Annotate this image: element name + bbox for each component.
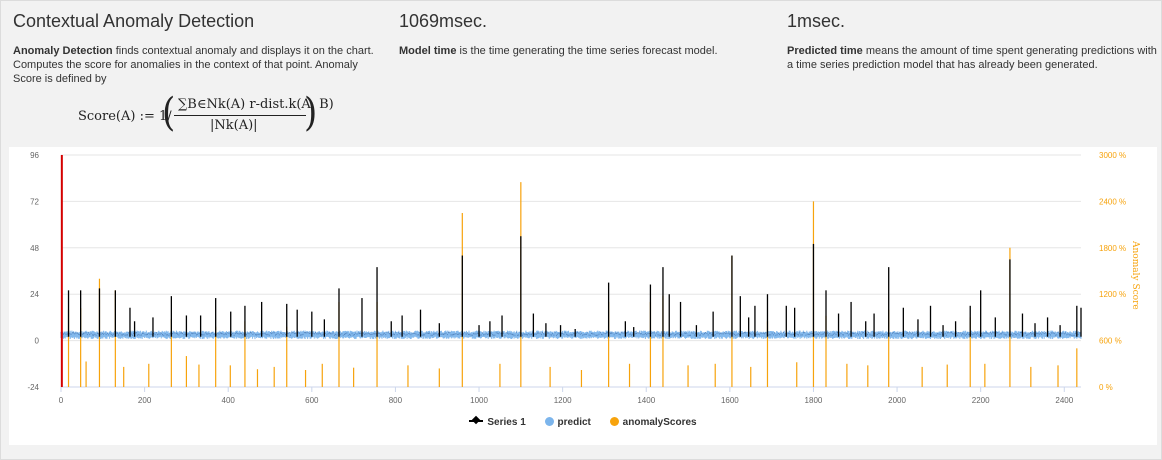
x-tick-label: 1800 xyxy=(805,396,823,405)
model-time-description: Model time is the time generating the ti… xyxy=(399,44,769,58)
formula-numerator: ∑B∈Nk(A) r-dist.k(A, B) xyxy=(178,97,334,112)
x-tick-label: 1400 xyxy=(637,396,655,405)
predict-swatch-icon xyxy=(544,417,554,426)
series1-swatch-icon xyxy=(469,420,484,422)
x-tick-label: 0 xyxy=(59,396,64,405)
legend-anomaly-label: anomalyScores xyxy=(622,417,697,428)
predicted-time-bold: Predicted time xyxy=(787,45,863,57)
x-tick-label: 1000 xyxy=(470,396,488,405)
x-tick-label: 400 xyxy=(222,396,236,405)
chart-legend: Series 1 predict anomalyScores xyxy=(9,417,1157,428)
anomaly-description: Anomaly Detection finds contextual anoma… xyxy=(13,44,383,86)
page-title: Contextual Anomaly Detection xyxy=(13,11,255,31)
anomaly-chart[interactable]: 96 72 48 24 0 -24 3000 % 2400 % 1800 % 1200 % 600 … xyxy=(9,147,1157,445)
x-tick-label: 1200 xyxy=(554,396,572,405)
y-right-tick-label: 1200 % xyxy=(1099,290,1126,299)
formula-close-paren: ) xyxy=(304,90,318,136)
score-formula: Score(A) := 1/ ( ∑B∈Nk(A) r-dist.k(A, B)… xyxy=(78,90,338,137)
x-tick-label: 1600 xyxy=(721,396,739,405)
legend-predict[interactable]: predict xyxy=(544,417,591,428)
formula-fraction-bar xyxy=(174,115,306,116)
legend-series1-label: Series 1 xyxy=(487,417,526,428)
y-left-tick-label: 96 xyxy=(30,151,39,160)
legend-series1[interactable]: Series 1 xyxy=(469,417,526,428)
y-right-tick-label: 0 % xyxy=(1099,383,1113,392)
formula-open-paren: ( xyxy=(162,90,176,136)
x-tick-label: 2400 xyxy=(1055,396,1073,405)
y-right-axis-label: Anomaly Score xyxy=(1130,240,1140,310)
y-right-tick-label: 3000 % xyxy=(1099,151,1126,160)
predicted-time-text: means the amount of time spent generatin… xyxy=(787,45,1157,71)
x-tick-label: 200 xyxy=(138,396,152,405)
model-time-column: 1069msec. Model time is the time generat… xyxy=(399,11,769,58)
model-time-bold: Model time xyxy=(399,45,457,57)
x-tick-label: 800 xyxy=(389,396,403,405)
y-right-tick-label: 1800 % xyxy=(1099,244,1126,253)
anomaly-description-text: finds contextual anomaly and displays it… xyxy=(13,45,374,85)
x-tick-label: 600 xyxy=(305,396,319,405)
anomaly-swatch-icon xyxy=(609,417,619,426)
anomaly-description-bold: Anomaly Detection xyxy=(13,45,113,57)
model-time-value: 1069msec. xyxy=(399,11,488,31)
formula-denominator: |Nk(A)| xyxy=(210,118,258,133)
y-right-tick-label: 2400 % xyxy=(1099,197,1126,206)
legend-predict-label: predict xyxy=(557,417,591,428)
predicted-time-column: 1msec. Predicted time means the amount o… xyxy=(787,11,1157,72)
y-left-tick-label: 24 xyxy=(30,290,39,299)
legend-anomaly[interactable]: anomalyScores xyxy=(609,417,697,428)
anomaly-detection-column: Contextual Anomaly Detection Anomaly Det… xyxy=(13,11,383,86)
x-tick-label: 2000 xyxy=(888,396,906,405)
chart-container: 96 72 48 24 0 -24 3000 % 2400 % 1800 % 1200 % 600 … xyxy=(9,147,1157,445)
y-right-tick-label: 600 % xyxy=(1099,337,1122,346)
predicted-time-description: Predicted time means the amount of time … xyxy=(787,44,1157,72)
y-left-tick-label: 48 xyxy=(30,244,39,253)
predicted-time-value: 1msec. xyxy=(787,11,846,31)
formula-lhs: Score(A) := 1/ xyxy=(78,109,172,124)
x-tick-label: 2200 xyxy=(972,396,990,405)
y-left-tick-label: -24 xyxy=(27,383,39,392)
y-left-tick-label: 0 xyxy=(35,337,40,346)
y-left-tick-label: 72 xyxy=(30,197,39,206)
model-time-text: is the time generating the time series f… xyxy=(456,45,718,57)
